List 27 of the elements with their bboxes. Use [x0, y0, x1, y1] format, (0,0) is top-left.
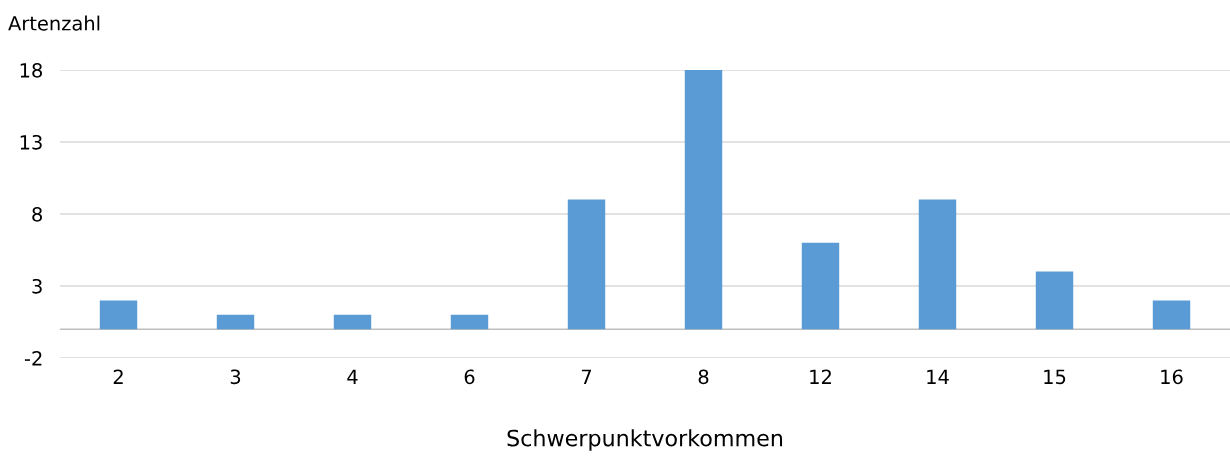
x-tick-label: 15 [1044, 369, 1066, 385]
bar [918, 199, 957, 330]
x-tick-label: 8 [698, 369, 709, 385]
bar [333, 314, 372, 330]
x-tick-label: 3 [230, 369, 241, 385]
y-axis-title: Artenzahl [8, 15, 100, 31]
y-tick-label: 8 [32, 206, 42, 222]
y-tick-label: 3 [32, 278, 42, 294]
y-tick-label: 18 [20, 62, 42, 78]
bar [1035, 271, 1074, 330]
x-tick-label: 4 [347, 369, 358, 384]
x-tick-label: 12 [810, 369, 831, 384]
bar [450, 314, 489, 330]
x-tick-label: 14 [927, 369, 949, 384]
x-tick-label: 6 [464, 369, 475, 385]
bar [99, 300, 138, 330]
x-tick-label: 16 [1161, 369, 1183, 385]
x-tick-label: 7 [581, 369, 592, 384]
x-tick-label: 2 [113, 369, 123, 384]
y-tick-label: 13 [20, 134, 42, 150]
x-axis-title: Schwerpunktvorkommen [507, 429, 783, 451]
bar [684, 70, 723, 330]
bar [216, 314, 255, 330]
bar [1152, 300, 1191, 330]
y-tick-label: -2 [24, 350, 42, 366]
bar [567, 199, 606, 330]
bar [801, 242, 840, 330]
